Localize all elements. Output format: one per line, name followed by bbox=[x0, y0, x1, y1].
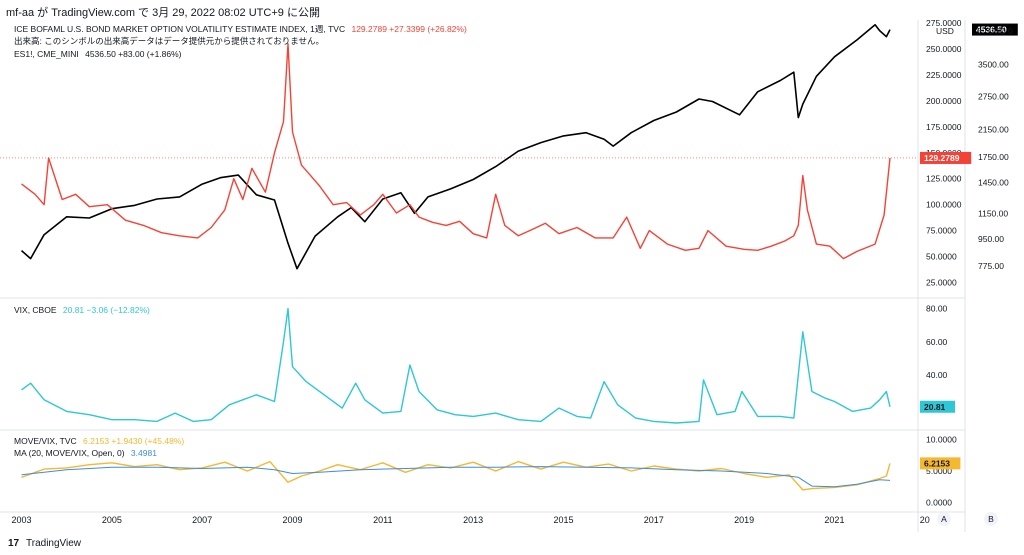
es-series-line[interactable] bbox=[20, 24, 891, 270]
legend-ratio-value: 6.2153 +1.9430 (+45.48%) bbox=[83, 436, 185, 446]
move-last-label: 129.2789 bbox=[924, 153, 960, 163]
scale-button-b[interactable]: B bbox=[988, 514, 994, 524]
scale-button-a-bg[interactable] bbox=[937, 512, 951, 526]
top-left-tick-10: 275.0000 bbox=[926, 18, 962, 28]
move-series-line[interactable] bbox=[21, 43, 891, 260]
top-left-tick-4: 125.0000 bbox=[926, 174, 962, 184]
legend-ma[interactable]: MA (20, MOVE/VIX, Open, 0) 3.4981 bbox=[14, 448, 157, 459]
top-right-tick-5: 2150.00 bbox=[978, 125, 1009, 135]
x-tick-1: 2005 bbox=[102, 515, 122, 525]
top-right-tick-4: 1750.00 bbox=[978, 152, 1009, 162]
top-left-tick-7: 200.0000 bbox=[926, 96, 962, 106]
publish-info: mf-aa が TradingView.com で 3月 29, 2022 08… bbox=[6, 7, 320, 19]
x-tick-6: 2015 bbox=[553, 515, 573, 525]
top-right-tick-3: 1450.00 bbox=[978, 177, 1009, 187]
legend-move[interactable]: ICE BOFAML U.S. BOND MARKET OPTION VOLAT… bbox=[14, 24, 467, 35]
legend-es-value: 4536.50 +83.00 (+1.86%) bbox=[85, 49, 182, 59]
x-tick-9: 2021 bbox=[824, 515, 844, 525]
legend-ma-value: 3.4981 bbox=[130, 448, 157, 458]
vix-tick-1: 40.00 bbox=[926, 370, 948, 380]
ratio-tick-1: 5.0000 bbox=[926, 466, 952, 476]
ratio-last-label: 6.2153 bbox=[924, 458, 950, 468]
legend-es[interactable]: ES1!, CME_MINI 4536.50 +83.00 (+1.86%) bbox=[14, 49, 182, 60]
top-right-tick-1: 950.00 bbox=[978, 234, 1004, 244]
x-tick-4: 2011 bbox=[373, 515, 392, 525]
x-tick-8: 2019 bbox=[734, 515, 754, 525]
chart-header: mf-aa が TradingView.com で 3月 29, 2022 08… bbox=[0, 0, 1024, 20]
top-left-tick-8: 225.0000 bbox=[926, 70, 962, 80]
scale-button-b-bg[interactable] bbox=[984, 512, 998, 526]
top-right-tick-2: 1150.00 bbox=[978, 208, 1008, 218]
vix-last-label-bg bbox=[920, 400, 955, 413]
x-tick-7: 2017 bbox=[644, 515, 664, 525]
es-last-label-bg bbox=[972, 23, 1018, 36]
vix-tick-3: 80.00 bbox=[926, 304, 948, 314]
vix-series-line[interactable] bbox=[21, 307, 891, 424]
volume-note: 出来高: このシンボルの出来高データはデータ提供元から提供されておりません。 bbox=[14, 36, 324, 46]
top-left-tick-2: 75.0000 bbox=[926, 226, 957, 236]
left-axis-currency: USD bbox=[936, 26, 954, 36]
es-last-label: 4536.50 bbox=[976, 25, 1007, 35]
footer-brand: TradingView bbox=[26, 538, 82, 549]
legend-volume-note: 出来高: このシンボルの出来高データはデータ提供元から提供されておりません。 bbox=[14, 36, 324, 47]
top-left-tick-6: 175.0000 bbox=[926, 122, 962, 132]
tradingview-logo[interactable]: 17 TradingView bbox=[8, 538, 81, 549]
x-tick-0: 2003 bbox=[12, 515, 32, 525]
legend-move-name: ICE BOFAML U.S. BOND MARKET OPTION VOLAT… bbox=[14, 24, 346, 34]
ma-series-line[interactable] bbox=[21, 466, 891, 488]
right-axis-suffix: 5 bbox=[977, 26, 982, 36]
legend-ratio-name: MOVE/VIX, TVC bbox=[14, 436, 77, 446]
top-left-tick-1: 50.0000 bbox=[926, 252, 957, 262]
top-left-tick-0: 25.0000 bbox=[926, 278, 957, 288]
right-axis-zero: 0 bbox=[1008, 26, 1013, 36]
top-right-tick-7: 3500.00 bbox=[978, 59, 1009, 69]
legend-es-name: ES1!, CME_MINI bbox=[14, 49, 79, 59]
legend-vix-value: 20.81 −3.06 (−12.82%) bbox=[62, 305, 150, 315]
footer: 17 TradingView bbox=[0, 534, 1024, 555]
ratio-last-label-bg bbox=[920, 457, 961, 470]
top-right-tick-0: 775.00 bbox=[978, 261, 1004, 271]
top-left-tick-3: 100.0000 bbox=[926, 200, 962, 210]
legend-ma-name: MA (20, MOVE/VIX, Open, 0) bbox=[14, 448, 125, 458]
top-right-tick-6: 2750.00 bbox=[978, 92, 1009, 102]
vix-last-label: 20.81 bbox=[924, 402, 946, 412]
move-last-label-bg bbox=[920, 151, 972, 164]
tv-logo-icon: 17 bbox=[8, 538, 20, 549]
vix-tick-2: 60.00 bbox=[926, 337, 948, 347]
x-tick-5: 2013 bbox=[463, 515, 483, 525]
x-tick-2: 2007 bbox=[192, 515, 212, 525]
legend-move-value: 129.2789 +27.3399 (+26.82%) bbox=[351, 24, 467, 34]
legend-vix[interactable]: VIX, CBOE 20.81 −3.06 (−12.82%) bbox=[14, 305, 150, 316]
ratio-series-line[interactable] bbox=[21, 460, 891, 491]
top-left-tick-9: 250.0000 bbox=[926, 44, 962, 54]
x-tick-3: 2009 bbox=[283, 515, 303, 525]
ratio-tick-0: 0.0000 bbox=[926, 497, 952, 507]
legend-vix-name: VIX, CBOE bbox=[14, 305, 57, 315]
right-axis-currency: USD bbox=[988, 26, 1006, 36]
x-tick-10: 20 bbox=[920, 515, 930, 525]
legend-ratio[interactable]: MOVE/VIX, TVC 6.2153 +1.9430 (+45.48%) bbox=[14, 436, 184, 447]
ratio-tick-2: 10.0000 bbox=[926, 435, 957, 445]
scale-button-a[interactable]: A bbox=[941, 514, 947, 524]
